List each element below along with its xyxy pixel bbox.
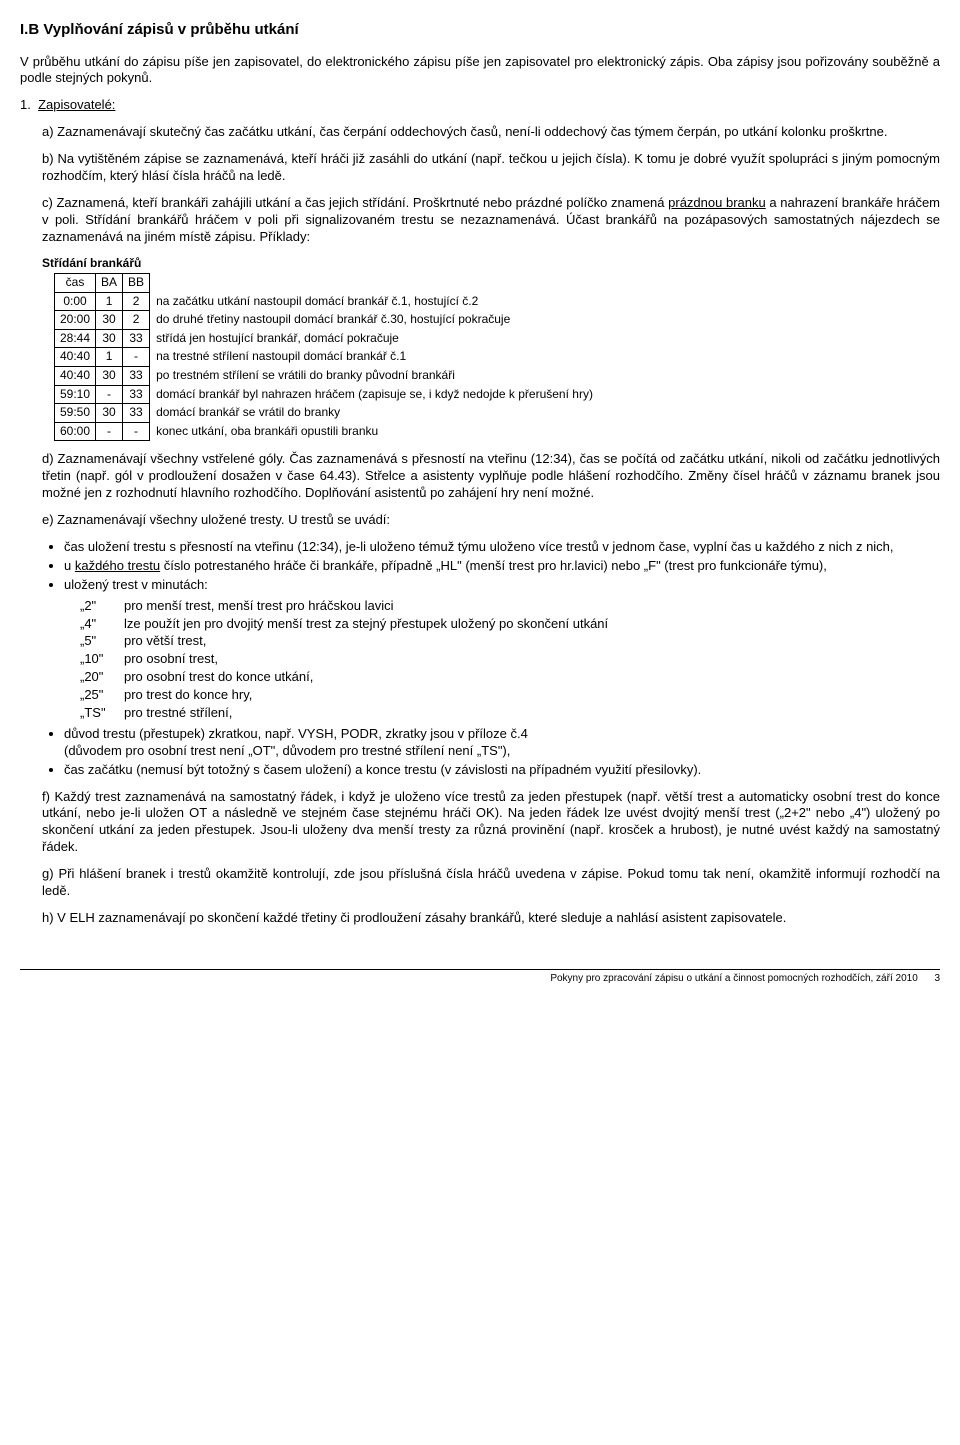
penalty-desc: pro trestné střílení, <box>124 705 232 722</box>
table-cell: 59:50 <box>55 404 96 423</box>
goalie-table: čas BA BB 0:0012na začátku utkání nastou… <box>54 273 599 441</box>
penalty-desc: pro osobní trest do konce utkání, <box>124 669 313 686</box>
penalty-row: „4"lze použít jen pro dvojitý menší tres… <box>80 616 940 633</box>
table-cell: - <box>123 422 150 441</box>
table-cell: 1 <box>96 348 123 367</box>
table-cell: 33 <box>123 329 150 348</box>
table-note: na začátku utkání nastoupil domácí brank… <box>150 292 599 311</box>
table-cell: 30 <box>96 311 123 330</box>
table-cell: 33 <box>123 385 150 404</box>
table-cell: - <box>96 385 123 404</box>
page-footer: Pokyny pro zpracování zápisu o utkání a … <box>20 969 940 985</box>
table-cell: 0:00 <box>55 292 96 311</box>
e-bullet: důvod trestu (přestupek) zkratkou, např.… <box>64 726 940 760</box>
table-row: 40:403033po trestném střílení se vrátili… <box>55 367 599 386</box>
table-cell: 33 <box>123 367 150 386</box>
item-f: f) Každý trest zaznamenává na samostatný… <box>42 789 940 857</box>
table-note: na trestné střílení nastoupil domácí bra… <box>150 348 599 367</box>
table-cell: 30 <box>96 404 123 423</box>
table-note: konec utkání, oba brankáři opustili bran… <box>150 422 599 441</box>
footer-page: 3 <box>934 973 940 984</box>
e-bullet: čas začátku (nemusí být totožný s časem … <box>64 762 940 779</box>
table-cell: 30 <box>96 329 123 348</box>
table-cell: 2 <box>123 292 150 311</box>
table-cell: 28:44 <box>55 329 96 348</box>
section-title: I.B Vyplňování zápisů v průběhu utkání <box>20 20 940 40</box>
item-a: a) Zaznamenávají skutečný čas začátku ut… <box>42 124 940 141</box>
item-c: c) Zaznamená, kteří brankáři zahájili ut… <box>42 195 940 246</box>
e-bullet: čas uložení trestu s přesností na vteřin… <box>64 539 940 556</box>
penalty-row: „25"pro trest do konce hry, <box>80 687 940 704</box>
table-cell: 40:40 <box>55 367 96 386</box>
table-row: 0:0012na začátku utkání nastoupil domácí… <box>55 292 599 311</box>
e-bullet-list: čas uložení trestu s přesností na vteřin… <box>46 539 940 594</box>
table-cell: - <box>96 422 123 441</box>
table-cell: 2 <box>123 311 150 330</box>
penalty-desc: lze použít jen pro dvojitý menší trest z… <box>124 616 608 633</box>
footer-text: Pokyny pro zpracování zápisu o utkání a … <box>550 973 917 984</box>
item-d: d) Zaznamenávají všechny vstřelené góly.… <box>42 451 940 502</box>
table-head-row: čas BA BB <box>55 274 599 293</box>
penalty-row: „2"pro menší trest, menší trest pro hráč… <box>80 598 940 615</box>
table-row: 60:00--konec utkání, oba brankáři opusti… <box>55 422 599 441</box>
table-cell: 20:00 <box>55 311 96 330</box>
item-e: e) Zaznamenávají všechny uložené tresty.… <box>42 512 940 529</box>
penalty-key: „25" <box>80 687 124 704</box>
item-h: h) V ELH zaznamenávají po skončení každé… <box>42 910 940 927</box>
table-cell: 33 <box>123 404 150 423</box>
table-cell: 59:10 <box>55 385 96 404</box>
e-bullet: u každého trestu číslo potrestaného hráč… <box>64 558 940 575</box>
item-b: b) Na vytištěném zápise se zaznamenává, … <box>42 151 940 185</box>
table-row: 59:503033domácí brankář se vrátil do bra… <box>55 404 599 423</box>
item-g: g) Při hlášení branek i trestů okamžitě … <box>42 866 940 900</box>
penalty-row: „TS"pro trestné střílení, <box>80 705 940 722</box>
table-caption: Střídání brankářů <box>42 256 940 272</box>
table-note: domácí brankář byl nahrazen hráčem (zapi… <box>150 385 599 404</box>
table-row: 59:10-33domácí brankář byl nahrazen hráč… <box>55 385 599 404</box>
penalty-minutes-list: „2"pro menší trest, menší trest pro hráč… <box>80 598 940 722</box>
table-note: do druhé třetiny nastoupil domácí branká… <box>150 311 599 330</box>
penalty-key: „10" <box>80 651 124 668</box>
e-bullet-list-2: důvod trestu (přestupek) zkratkou, např.… <box>46 726 940 779</box>
table-note: po trestném střílení se vrátili do brank… <box>150 367 599 386</box>
penalty-key: „2" <box>80 598 124 615</box>
penalty-key: „5" <box>80 633 124 650</box>
e-bullet: uložený trest v minutách: <box>64 577 940 594</box>
table-cell: 40:40 <box>55 348 96 367</box>
table-cell: - <box>123 348 150 367</box>
col-time: čas <box>55 274 96 293</box>
table-cell: 30 <box>96 367 123 386</box>
penalty-desc: pro větší trest, <box>124 633 206 650</box>
penalty-key: „4" <box>80 616 124 633</box>
table-cell: 1 <box>96 292 123 311</box>
table-note: střídá jen hostující brankář, domácí pok… <box>150 329 599 348</box>
table-cell: 60:00 <box>55 422 96 441</box>
table-row: 20:00302do druhé třetiny nastoupil domác… <box>55 311 599 330</box>
num-text: Zapisovatelé: <box>38 97 115 112</box>
col-ba: BA <box>96 274 123 293</box>
penalty-key: „20" <box>80 669 124 686</box>
penalty-key: „TS" <box>80 705 124 722</box>
penalty-desc: pro osobní trest, <box>124 651 218 668</box>
penalty-row: „10"pro osobní trest, <box>80 651 940 668</box>
list-num-1: 1. Zapisovatelé: <box>20 97 940 114</box>
table-note: domácí brankář se vrátil do branky <box>150 404 599 423</box>
table-row: 40:401-na trestné střílení nastoupil dom… <box>55 348 599 367</box>
intro-paragraph: V průběhu utkání do zápisu píše jen zapi… <box>20 54 940 88</box>
penalty-desc: pro menší trest, menší trest pro hráčsko… <box>124 598 393 615</box>
penalty-row: „5"pro větší trest, <box>80 633 940 650</box>
table-row: 28:443033střídá jen hostující brankář, d… <box>55 329 599 348</box>
col-bb: BB <box>123 274 150 293</box>
num-label: 1. <box>20 97 31 112</box>
penalty-row: „20"pro osobní trest do konce utkání, <box>80 669 940 686</box>
penalty-desc: pro trest do konce hry, <box>124 687 252 704</box>
